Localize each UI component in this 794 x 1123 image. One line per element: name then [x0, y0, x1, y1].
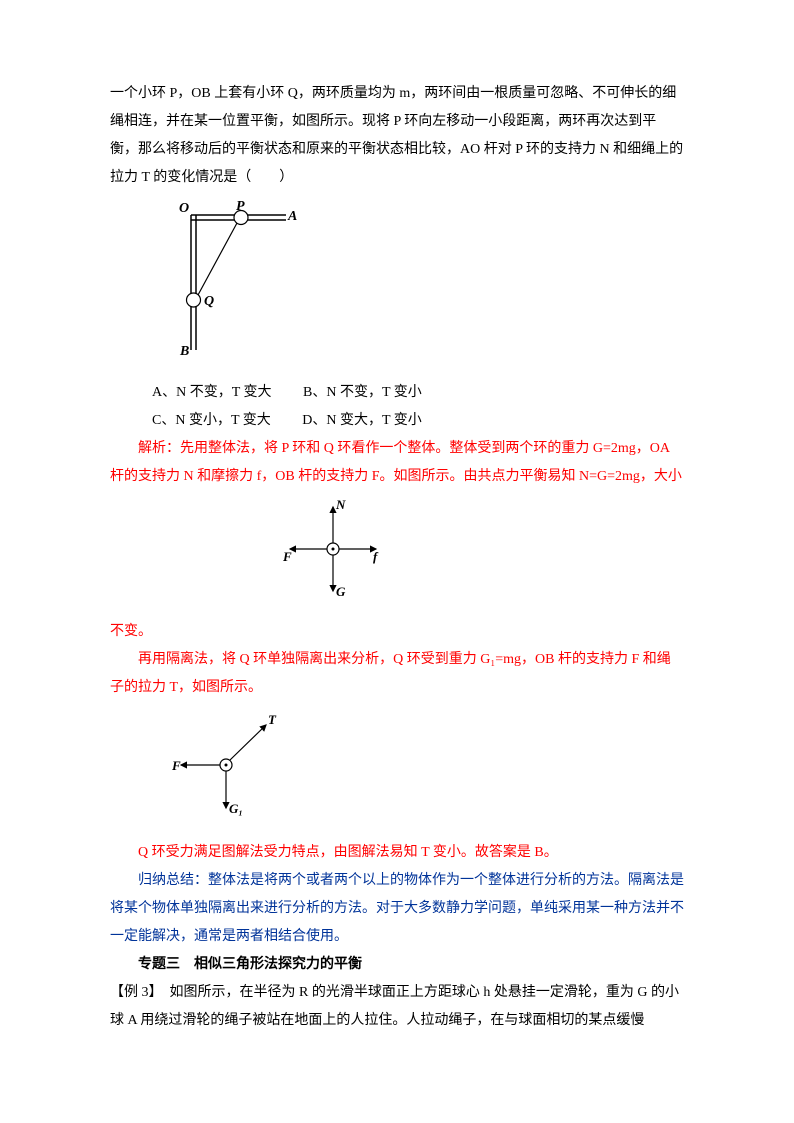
svg-text:F: F: [282, 549, 292, 564]
example-3: 【例 3】 如图所示，在半径为 R 的光滑半球面正上方距球心 h 处悬挂一定滑轮…: [110, 979, 684, 1035]
analysis-2: 不变。: [110, 618, 684, 646]
svg-text:T: T: [268, 712, 277, 727]
options-1: A、N 不变，T 变大 B、N 不变，T 变小: [152, 379, 684, 407]
svg-text:N: N: [335, 499, 346, 512]
svg-text:F: F: [171, 758, 181, 773]
opt-b: B、N 不变，T 变小: [303, 385, 422, 400]
svg-text:G: G: [336, 584, 346, 599]
analysis-3: 再用隔离法，将 Q 环单独隔离出来分析，Q 环受到重力 G₁=mg，OB 杆的支…: [110, 646, 684, 702]
svg-text:G₁: G₁: [229, 801, 243, 816]
opt-c: C、N 变小，T 变大: [152, 413, 271, 428]
svg-text:f: f: [373, 549, 379, 564]
opt-d: D、N 变大，T 变小: [302, 413, 422, 428]
svg-text:P: P: [236, 200, 245, 214]
fig1: O P A Q B: [166, 200, 684, 371]
fig3: T F G₁: [166, 710, 684, 831]
svg-text:B: B: [179, 344, 189, 359]
options-2: C、N 变小，T 变大 D、N 变大，T 变小: [152, 407, 684, 435]
fig2: N F f G: [278, 499, 684, 610]
analysis-4: Q 环受力满足图解法受力特点，由图解法易知 T 变小。故答案是 B。: [110, 839, 684, 867]
analysis-1: 解析：先用整体法，将 P 环和 Q 环看作一个整体。整体受到两个环的重力 G=2…: [110, 435, 684, 491]
svg-text:O: O: [179, 201, 189, 216]
summary: 归纳总结：整体法是将两个或者两个以上的物体作为一个整体进行分析的方法。隔离法是将…: [110, 867, 684, 951]
problem-p1: 一个小环 P，OB 上套有小环 Q，两环质量均为 m，两环间由一根质量可忽略、不…: [110, 80, 684, 192]
topic-3-title: 专题三 相似三角形法探究力的平衡: [110, 951, 684, 979]
svg-text:Q: Q: [204, 294, 214, 309]
svg-text:A: A: [287, 209, 297, 224]
opt-a: A、N 不变，T 变大: [152, 385, 272, 400]
